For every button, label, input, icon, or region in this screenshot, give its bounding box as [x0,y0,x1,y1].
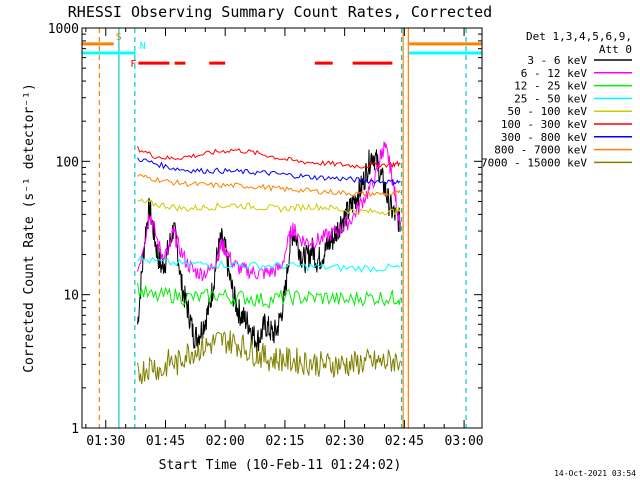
series-line-8 [137,330,401,385]
series-line-3 [137,255,401,274]
x-axis-label: Start Time (10-Feb-11 01:24:02) [159,458,402,473]
legend-label-0: 3 - 6 keV [527,54,587,67]
series-line-7 [137,174,401,198]
legend-label-7: 800 - 7000 keV [494,144,587,157]
legend-header-line-1: Det 1,3,4,5,6,9, [526,30,632,43]
x-tick-label-6: 03:00 [445,434,484,449]
flag-label-F: F [130,59,136,70]
x-tick-label-3: 02:15 [265,434,304,449]
flag-label-S: S [116,32,122,43]
y-tick-label-2: 100 [56,155,79,170]
x-tick-label-4: 02:30 [325,434,364,449]
series-line-5 [137,145,401,169]
y-tick-label-3: 1000 [48,22,79,37]
plot-frame [81,27,483,429]
chart-title: RHESSI Observing Summary Count Rates, Co… [68,3,492,21]
legend-label-4: 50 - 100 keV [508,105,588,118]
series-line-2 [137,282,401,310]
flag-label-N: N [140,41,146,52]
legend-header-line-2: Att 0 [599,43,632,56]
legend-label-3: 25 - 50 keV [514,92,587,105]
axes: 01:30 01:45 02:00 02:15 02:30 02:45 03:00 1 10 10… [48,22,484,449]
series-line-1 [137,141,401,282]
x-tick-label-1: 01:45 [146,434,185,449]
legend-label-1: 6 - 12 keV [521,67,588,80]
legend-label-5: 100 - 300 keV [501,118,587,131]
y-axis-label: Corrected Count Rate (s⁻¹ detector⁻¹) [22,83,37,373]
legend-label-2: 12 - 25 keV [514,80,587,93]
plot-area: S NF [82,28,482,428]
y-tick-label-1: 10 [63,289,79,304]
series-line-6 [137,157,401,186]
x-tick-label-0: 01:30 [86,434,125,449]
x-tick-label-5: 02:45 [385,434,424,449]
series-line-0 [137,149,401,353]
series-line-4 [137,198,401,216]
legend-label-8: 7000 - 15000 keV [481,156,587,169]
y-tick-label-0: 1 [71,422,79,437]
legend-label-6: 300 - 800 keV [501,131,587,144]
x-tick-label-2: 02:00 [206,434,245,449]
footer-date: 14-Oct-2021 03:54 [554,469,636,478]
